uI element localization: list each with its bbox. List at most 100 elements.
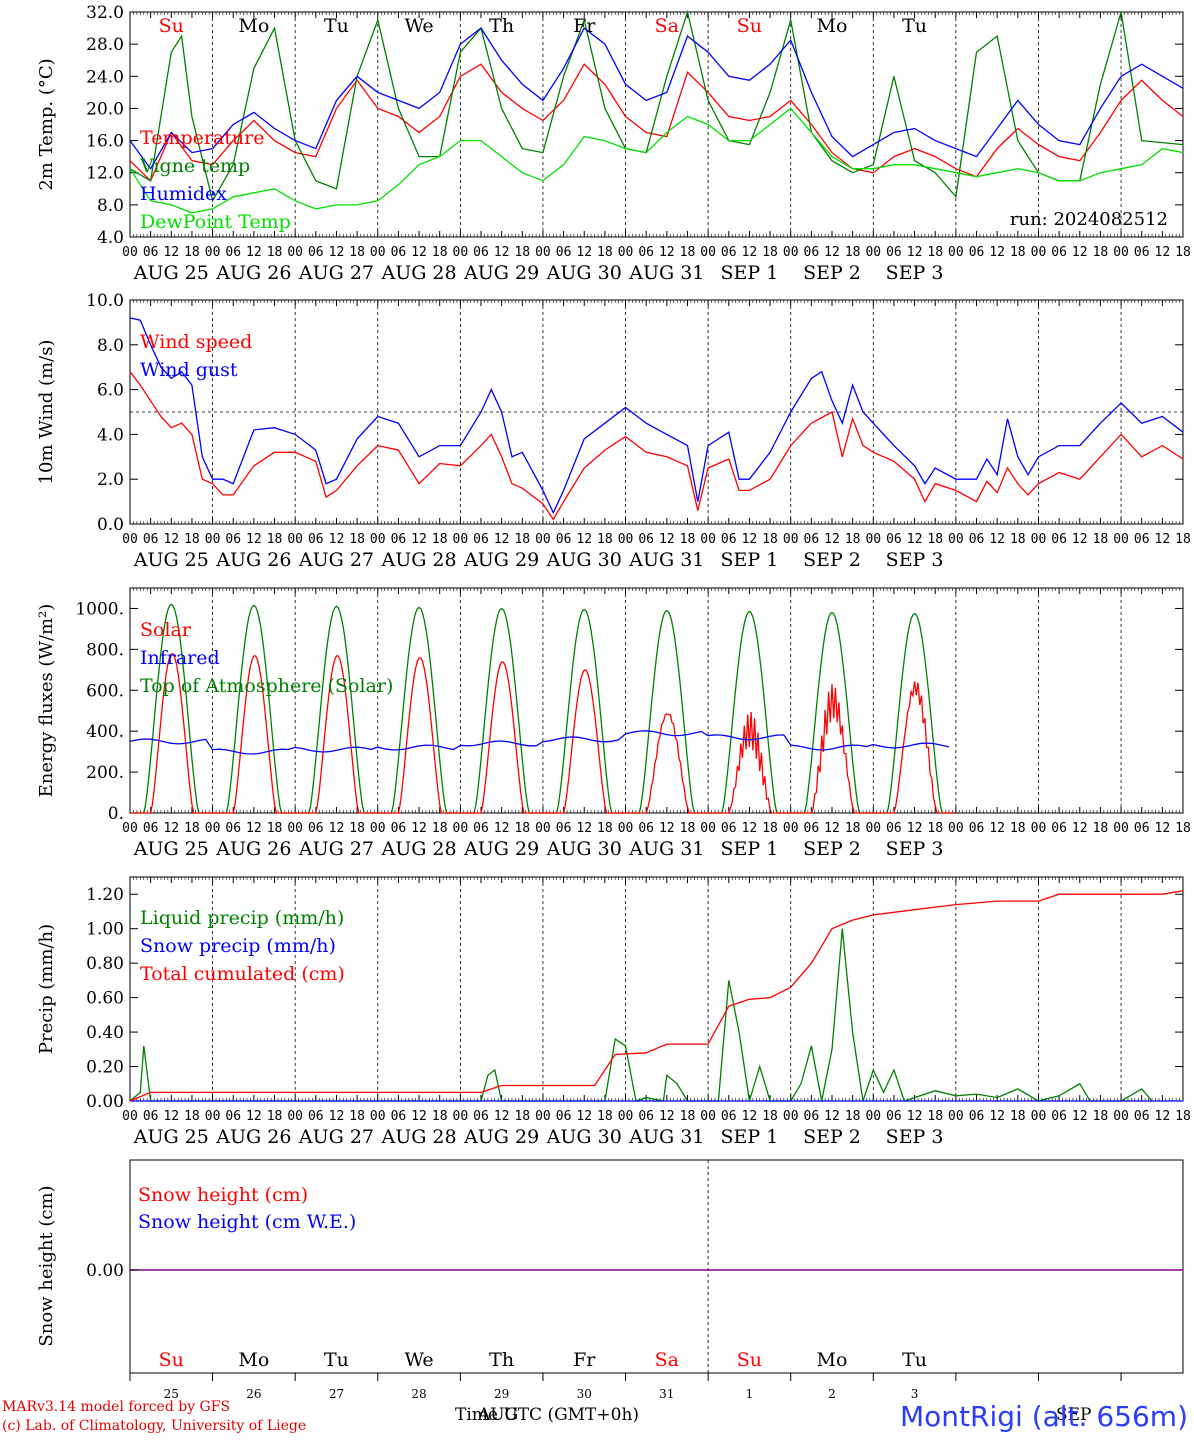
weekday-label: Mo	[238, 1349, 269, 1371]
weekday-label: Mo	[817, 1349, 848, 1371]
date-label: AUG 30	[546, 838, 622, 860]
hour-label: 12	[1072, 1109, 1088, 1124]
hour-label: 06	[721, 532, 737, 547]
hour-label: 12	[576, 1109, 592, 1124]
hour-label: 12	[163, 245, 179, 260]
series-1-line	[130, 653, 955, 814]
date-label: AUG 29	[463, 1126, 539, 1148]
day-number: 26	[246, 1387, 261, 1401]
hour-label: 06	[473, 1109, 489, 1124]
hour-label: 12	[742, 245, 758, 260]
hour-label: 18	[514, 532, 530, 547]
hour-label: 00	[783, 821, 799, 836]
hour-label: 12	[494, 1109, 510, 1124]
hour-label: 00	[700, 532, 716, 547]
hour-label: 06	[804, 532, 820, 547]
hour-label: 12	[907, 245, 923, 260]
hour-label: 12	[659, 1109, 675, 1124]
y-tick-label: 1000.	[75, 599, 124, 619]
hour-label: 00	[948, 532, 964, 547]
hour-label: 00	[205, 821, 221, 836]
hour-label: 00	[535, 1109, 551, 1124]
hour-label: 06	[969, 821, 985, 836]
hour-label: 18	[1175, 532, 1191, 547]
hour-label: 18	[845, 245, 861, 260]
date-label: SEP 3	[886, 1126, 944, 1148]
hour-label: 12	[824, 245, 840, 260]
weekday-label: Sa	[655, 15, 679, 37]
day-number: 28	[411, 1387, 426, 1401]
date-label: AUG 25	[133, 262, 209, 284]
date-label: AUG 30	[546, 262, 622, 284]
hour-label: 12	[329, 821, 345, 836]
hour-label: 06	[225, 532, 241, 547]
hour-label: 18	[680, 821, 696, 836]
panel-1: 00 06 12 18 00 06 12 18 00 06 12 18 00 06 12 18 00 06 12 18…	[36, 3, 1191, 284]
hour-label: 00	[948, 245, 964, 260]
hour-label: 00	[783, 245, 799, 260]
hour-label: 06	[1051, 532, 1067, 547]
day-number: 25	[164, 1387, 179, 1401]
hour-label: 06	[804, 245, 820, 260]
hour-label: 06	[886, 245, 902, 260]
hour-label: 12	[246, 821, 262, 836]
hour-label: 06	[1051, 821, 1067, 836]
y-axis-label: Snow height (cm)	[36, 1185, 57, 1346]
date-label: AUG 29	[463, 838, 539, 860]
panel-frame	[129, 1159, 1184, 1374]
hour-label: 06	[308, 1109, 324, 1124]
y-tick-label: 24.0	[86, 67, 124, 87]
hour-label: 12	[1155, 245, 1171, 260]
date-label: AUG 27	[298, 549, 374, 571]
hour-label: 18	[267, 245, 283, 260]
hour-label: 00	[865, 245, 881, 260]
hour-label: 00	[1031, 1109, 1047, 1124]
date-label: AUG 27	[298, 1126, 374, 1148]
hour-label: 18	[597, 1109, 613, 1124]
hour-label: 00	[618, 245, 634, 260]
hour-label: 18	[1093, 532, 1109, 547]
hour-label: 00	[700, 821, 716, 836]
hour-label: 18	[1010, 1109, 1026, 1124]
legend-entry: Liquid precip (mm/h)	[140, 907, 344, 929]
hour-label: 18	[762, 245, 778, 260]
hour-label: 00	[865, 532, 881, 547]
hour-label: 18	[1010, 821, 1026, 836]
hour-label: 12	[329, 1109, 345, 1124]
hour-label: 12	[246, 532, 262, 547]
hour-label: 18	[184, 821, 200, 836]
hour-label: 06	[556, 532, 572, 547]
hour-label: 12	[163, 532, 179, 547]
hour-label: 06	[143, 245, 159, 260]
hour-label: 12	[907, 1109, 923, 1124]
y-tick-label: 12.0	[86, 164, 124, 184]
series-1-line	[129, 371, 1184, 521]
series-4-line	[129, 107, 1184, 214]
hour-label: 12	[246, 1109, 262, 1124]
date-label: AUG 31	[628, 549, 704, 571]
time-overlay-sep: SEP	[1056, 1405, 1092, 1425]
station-name: MontRigi (alt. 656m)	[900, 1400, 1188, 1433]
hour-label: 00	[453, 1109, 469, 1124]
y-tick-label: 20.0	[86, 99, 124, 119]
hour-label: 18	[432, 821, 448, 836]
weekday-label: Tu	[902, 1349, 927, 1371]
legend-entry: Vigne temp	[139, 155, 250, 177]
hour-label: 18	[597, 821, 613, 836]
y-axis-label: Energy fluxes (W/m²)	[36, 604, 57, 798]
hour-label: 06	[556, 821, 572, 836]
hour-label: 12	[824, 1109, 840, 1124]
weekday-label: Mo	[817, 15, 848, 37]
weekday-label: Th	[489, 15, 514, 37]
model-credit: MARv3.14 model forced by GFS (c) Lab. of…	[2, 1398, 306, 1436]
y-tick-label: 6.0	[97, 381, 124, 401]
y-tick-label: 800.	[86, 640, 124, 660]
hour-label: 00	[205, 245, 221, 260]
hour-label: 12	[494, 532, 510, 547]
hour-label: 18	[514, 1109, 530, 1124]
date-label: AUG 25	[133, 1126, 209, 1148]
hour-label: 00	[1113, 1109, 1129, 1124]
weekday-label: Fr	[573, 1349, 596, 1371]
hour-label: 00	[618, 821, 634, 836]
